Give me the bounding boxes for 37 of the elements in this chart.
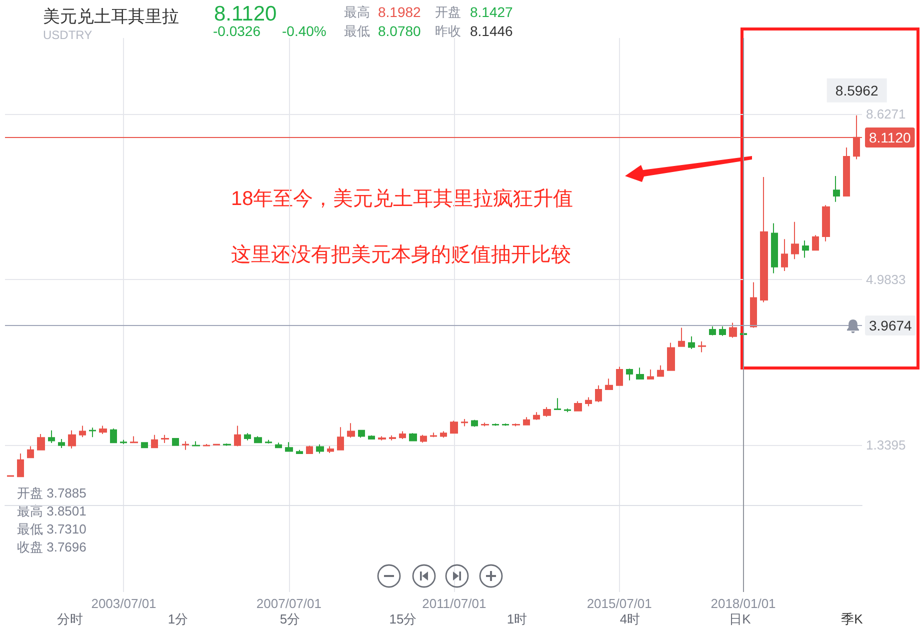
annotation: 8.5962 <box>835 82 878 98</box>
annotation: 开盘 3.7885 <box>17 486 86 500</box>
text: 8.1120 <box>214 2 277 26</box>
ref-line-label: 8.1120 <box>869 129 911 146</box>
annotation: 这里还没有把美元本身的贬值抽开比较 <box>231 243 571 266</box>
chart-subtitle: USDTRY <box>43 28 92 42</box>
text: 15分 <box>389 612 417 626</box>
text: 1分 <box>168 612 188 626</box>
annotation: 8.0780 <box>378 23 422 39</box>
annotation: -0.0326 <box>213 23 261 39</box>
text: 最高 <box>344 4 370 20</box>
annotation: 18年至今，美元兑土耳其里拉疯狂升值 <box>231 187 574 210</box>
text: 开盘 <box>435 4 461 20</box>
ref-line-label: 3.9674 <box>869 317 912 334</box>
x-tick-label: 2011/07/01 <box>422 596 486 611</box>
text: 8.1427 <box>470 4 514 20</box>
x-tick-label: 2007/07/01 <box>256 596 322 611</box>
y-tick-label: 8.6271 <box>866 106 906 122</box>
annotation: -0.40% <box>282 23 326 39</box>
annotation: 最低 <box>344 24 370 38</box>
annotation: 收盘 3.7696 <box>17 540 86 554</box>
text: 8.1982 <box>378 4 422 20</box>
annotation: 最低 3.7310 <box>17 522 86 536</box>
chart-title: 美元兑土耳其里拉 <box>43 7 179 26</box>
text: 分时 <box>57 612 83 626</box>
y-tick-label: 4.9833 <box>866 272 906 287</box>
text: 5分 <box>280 612 300 626</box>
text: 季K <box>841 612 864 626</box>
annotation: 8.1446 <box>470 23 514 39</box>
x-tick-label: 2003/07/01 <box>91 596 156 611</box>
text: 1时 <box>506 612 528 626</box>
text: 4时 <box>620 612 640 626</box>
x-tick-label: 2015/07/01 <box>586 596 652 611</box>
annotation: 昨收 <box>435 24 461 38</box>
text: 日K <box>729 612 752 626</box>
x-tick-label: 2018/01/01 <box>710 596 776 611</box>
y-tick-label: 1.3395 <box>866 437 906 452</box>
